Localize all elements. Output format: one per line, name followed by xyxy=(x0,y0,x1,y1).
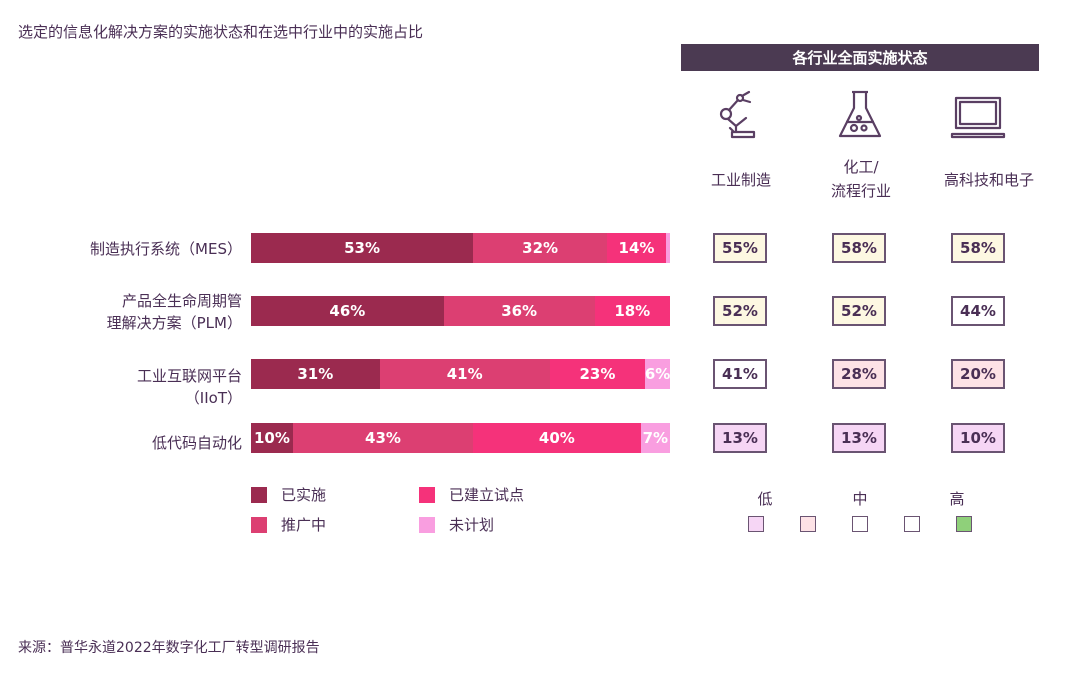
scale-label-low: 低 xyxy=(757,490,773,508)
category-label-plm: 产品全生命周期管 理解决方案（PLM） xyxy=(106,292,242,332)
scale-swatch xyxy=(800,516,816,532)
table-cell: 13% xyxy=(713,423,767,453)
chart-title: 选定的信息化解决方案的实施状态和在选中行业中的实施占比 xyxy=(18,23,424,41)
bar-segment: 40% xyxy=(473,423,641,453)
bar-segment: 18% xyxy=(594,296,670,326)
table-cell: 13% xyxy=(832,423,886,453)
bar-segment xyxy=(665,233,670,263)
table-cell: 52% xyxy=(713,296,767,326)
legend-item-pilot: 已建立试点 xyxy=(419,484,524,505)
legend-label: 未计划 xyxy=(449,516,495,534)
bar-segment: 41% xyxy=(379,359,550,389)
bar-row: 10% 43% 40% 7% xyxy=(251,423,670,453)
table-cell: 41% xyxy=(713,359,767,389)
bar-row: 53% 32% 14% xyxy=(251,233,670,263)
scale-label-high: 高 xyxy=(949,490,965,508)
scale-swatch xyxy=(748,516,764,532)
table-cell: 20% xyxy=(951,359,1005,389)
bar-segment: 32% xyxy=(473,233,608,263)
category-label-mes: 制造执行系统（MES） xyxy=(90,240,242,258)
bar-segment: 23% xyxy=(549,359,646,389)
industry-label-manufacturing: 工业制造 xyxy=(710,171,771,189)
legend-item-rollout: 推广中 xyxy=(251,514,326,535)
table-cell: 44% xyxy=(951,296,1005,326)
bar-segment: 53% xyxy=(251,233,474,263)
robot-arm-icon xyxy=(719,90,756,139)
legend-label: 已建立试点 xyxy=(449,486,525,504)
bar-segment: 46% xyxy=(251,296,444,326)
industry-panel-title: 各行业全面实施状态 xyxy=(681,44,1039,71)
bar-row: 31% 41% 23% 6% xyxy=(251,359,670,389)
table-cell: 52% xyxy=(832,296,886,326)
bar-row: 46% 36% 18% xyxy=(251,296,670,326)
source-note: 来源：普华永道2022年数字化工厂转型调研报告 xyxy=(18,640,320,656)
laptop-icon xyxy=(950,96,1006,139)
scale-swatch xyxy=(852,516,868,532)
bar-segment: 31% xyxy=(251,359,380,389)
legend-item-implemented: 已实施 xyxy=(251,484,326,505)
legend-swatch xyxy=(251,486,267,503)
bar-segment: 7% xyxy=(640,423,670,453)
category-label-iiot: 工业互联网平台 （IIoT） xyxy=(136,367,242,407)
legend-item-unplanned: 未计划 xyxy=(419,514,494,535)
bar-segment: 6% xyxy=(645,359,670,389)
table-cell: 58% xyxy=(951,233,1005,263)
legend-swatch xyxy=(419,516,435,533)
bar-segment: 43% xyxy=(292,423,474,453)
legend-swatch xyxy=(419,486,435,503)
scale-swatch xyxy=(956,516,972,532)
table-cell: 58% xyxy=(832,233,886,263)
industry-label-chemical: 化工/ 流程行业 xyxy=(830,158,891,200)
bar-segment: 36% xyxy=(443,296,595,326)
legend-label: 推广中 xyxy=(281,516,327,534)
legend-label: 已实施 xyxy=(281,486,327,504)
legend-swatch xyxy=(251,516,267,533)
scale-swatch xyxy=(904,516,920,532)
industry-label-hightech: 高科技和电子 xyxy=(943,171,1034,189)
flask-icon xyxy=(838,90,882,138)
category-label-lowcode: 低代码自动化 xyxy=(151,434,242,452)
table-cell: 55% xyxy=(713,233,767,263)
bar-segment: 10% xyxy=(251,423,293,453)
scale-label-mid: 中 xyxy=(852,490,868,508)
table-cell: 10% xyxy=(951,423,1005,453)
table-cell: 28% xyxy=(832,359,886,389)
bar-segment: 14% xyxy=(607,233,666,263)
